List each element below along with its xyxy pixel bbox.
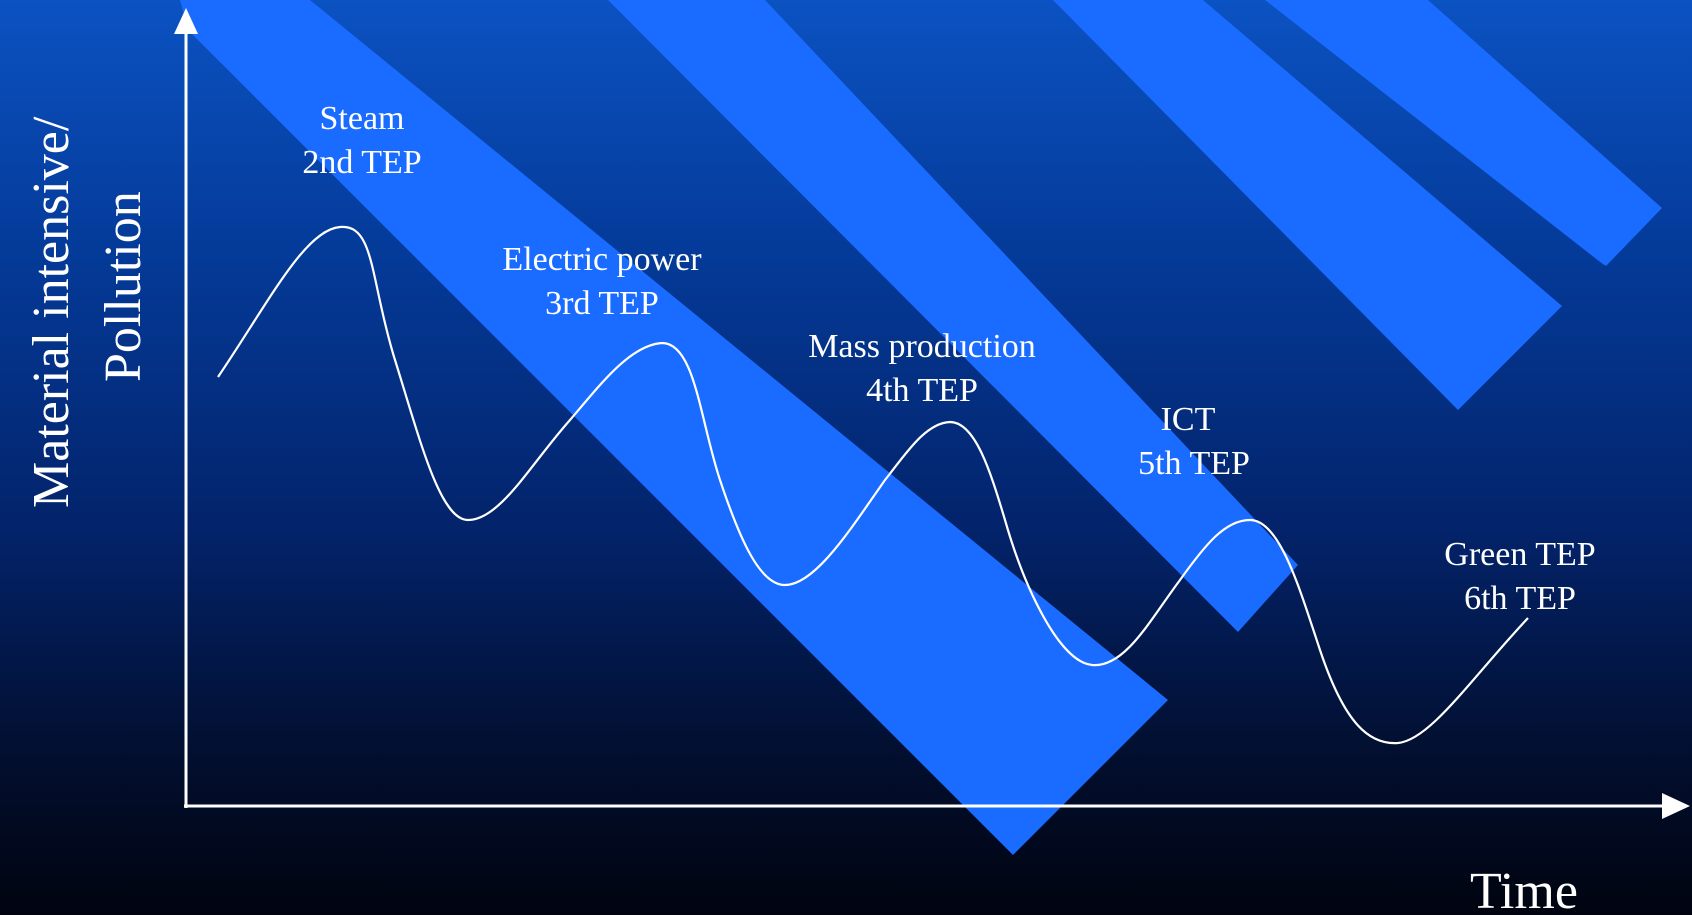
label-steam: Steam (320, 100, 405, 137)
label-green-tep-number: 6th TEP (1464, 580, 1576, 617)
paradigm-band-5 (1338, 0, 1662, 266)
long-wave-curve (217, 225, 1529, 745)
label-mass-production: Mass production (808, 328, 1036, 365)
y-axis-title-line1: Material intensive/ (23, 116, 80, 508)
label-electric-power: Electric power (502, 241, 702, 278)
label-steam-tep: 2nd TEP (302, 144, 421, 181)
label-ict-tep: 5th TEP (1138, 445, 1250, 482)
paradigm-band-1 (180, 0, 1168, 855)
label-green-tep: Green TEP (1444, 536, 1595, 573)
paradigm-band-3 (1053, 0, 1562, 410)
y-axis-title-line2: Pollution (95, 191, 152, 382)
label-mass-production-tep: 4th TEP (866, 372, 978, 409)
y-axis-arrowhead (174, 8, 198, 34)
label-electric-power-tep: 3rd TEP (545, 285, 659, 322)
label-ict: ICT (1161, 401, 1216, 438)
x-axis-title: Time (1470, 863, 1578, 915)
x-axis-arrowhead (1662, 793, 1690, 819)
paradigm-band-2 (608, 0, 1298, 632)
